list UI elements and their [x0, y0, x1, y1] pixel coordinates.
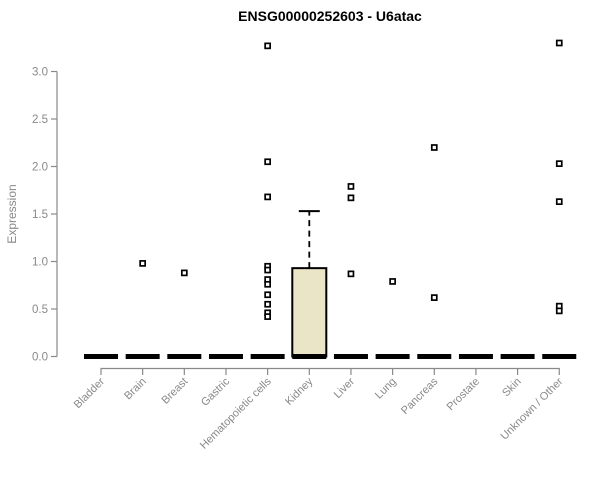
median-bar — [375, 354, 410, 359]
y-tick-label: 3.0 — [32, 67, 48, 79]
outlier-point — [139, 260, 147, 267]
median-bar — [542, 354, 577, 359]
x-category-label: Lung — [373, 376, 399, 402]
outlier-point — [264, 291, 271, 299]
median-bar — [417, 354, 452, 359]
y-tick-label: 2.5 — [32, 114, 48, 126]
outlier-point — [264, 266, 271, 274]
x-category-label: Pancreas — [399, 375, 441, 417]
median-bar — [292, 354, 327, 359]
y-tick-label: 2.0 — [32, 162, 48, 174]
box — [291, 267, 328, 358]
outlier-point — [264, 158, 271, 166]
y-tick-label: 1.0 — [32, 257, 48, 269]
chart-title: ENSG00000252603 - U6atac — [238, 8, 422, 24]
outlier-point — [347, 194, 355, 202]
outlier-point — [264, 193, 271, 201]
outlier-point — [264, 280, 271, 288]
outlier-point — [555, 307, 563, 315]
outlier-point — [180, 269, 188, 277]
x-category-label: Bladder — [72, 375, 108, 411]
x-category-label: Breast — [159, 376, 190, 407]
x-category-label: Liver — [332, 375, 358, 401]
y-tick-label: 0.0 — [32, 352, 48, 364]
outlier-point — [264, 42, 271, 50]
outlier-point — [430, 294, 438, 301]
outlier-point — [430, 144, 438, 151]
median-bar — [84, 354, 118, 359]
outlier-point — [347, 183, 355, 190]
y-tick-label: 0.5 — [32, 304, 48, 316]
x-category-label: Gastric — [199, 375, 232, 408]
median-bar — [167, 354, 202, 359]
outlier-point — [264, 313, 271, 320]
median-bar — [458, 354, 493, 359]
outlier-point — [389, 278, 396, 285]
x-category-label: Brain — [122, 376, 149, 403]
outlier-point — [264, 300, 271, 308]
outlier-point — [555, 39, 563, 47]
outlier-point — [555, 160, 563, 167]
median-bar — [333, 354, 368, 359]
x-category-label: Hematopoietic cells — [198, 375, 274, 451]
median-bar — [250, 354, 285, 359]
x-category-label: Prostate — [445, 376, 482, 413]
y-axis-title: Expression — [5, 184, 19, 243]
x-category-label: Skin — [500, 376, 524, 400]
outlier-point — [347, 270, 355, 278]
outlier-point — [555, 198, 563, 205]
x-category-label: Kidney — [283, 375, 316, 408]
median-bar — [208, 354, 243, 359]
median-bar — [500, 354, 535, 359]
median-bar — [125, 354, 160, 359]
y-tick-label: 1.5 — [32, 209, 48, 221]
